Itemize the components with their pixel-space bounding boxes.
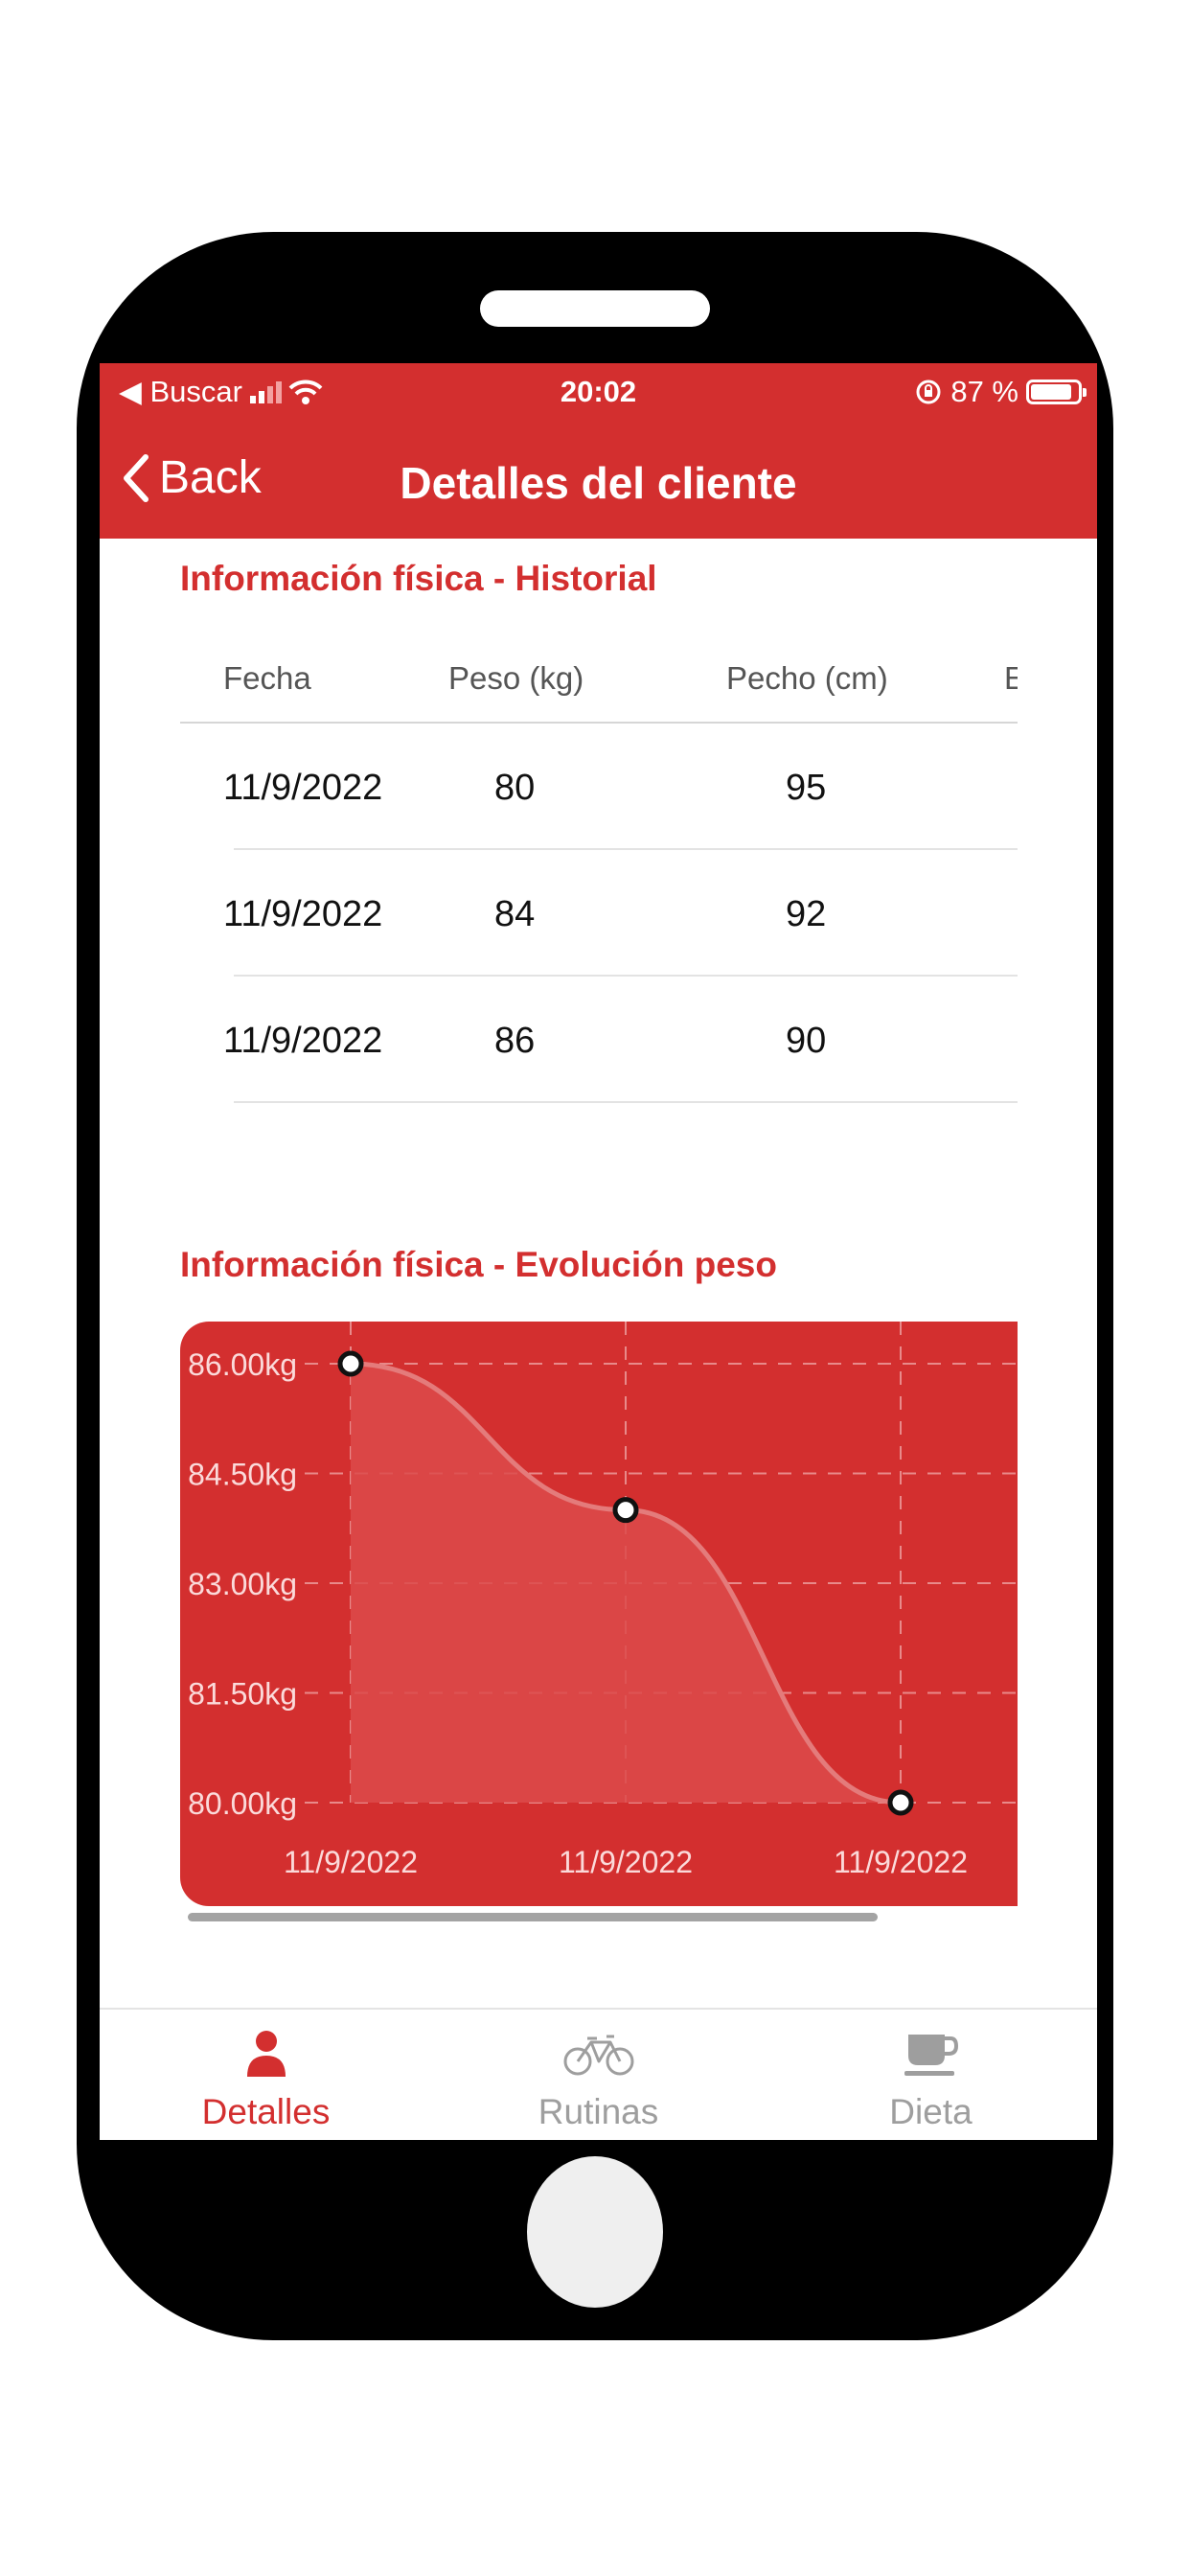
battery-icon xyxy=(1026,380,1087,404)
cell-pecho: 90 xyxy=(786,1021,827,1061)
person-icon xyxy=(100,2029,432,2086)
navigation-bar: Back Detalles del cliente xyxy=(100,430,1097,539)
home-button[interactable] xyxy=(527,2156,663,2308)
bicycle-icon xyxy=(432,2029,765,2086)
cell-peso: 86 xyxy=(494,1021,536,1061)
tab-rutinas[interactable]: Rutinas xyxy=(432,2010,765,2140)
weight-chart-svg: 86.00kg 84.50kg 83.00kg 81.50kg 80.00kg 11/9/… xyxy=(180,1322,1018,1906)
chart-x-tick-label: 11/9/2022 xyxy=(834,1845,968,1879)
tab-bar: Detalles Rutinas Dieta xyxy=(100,2008,1097,2140)
chart-x-tick-label: 11/9/2022 xyxy=(559,1845,693,1879)
chart-y-tick-label: 83.00kg xyxy=(188,1567,297,1601)
app-screen: ◀ Buscar 20:02 xyxy=(100,363,1097,2140)
wifi-icon xyxy=(288,380,323,404)
history-table[interactable]: Fecha Peso (kg) Pecho (cm) E 11/9/2022 8… xyxy=(180,622,1018,1111)
signal-icon xyxy=(249,381,282,403)
cell-pecho: 92 xyxy=(786,894,827,934)
phone-speaker xyxy=(480,290,710,327)
table-row[interactable]: 11/9/2022 80 95 xyxy=(180,724,1018,850)
row-divider xyxy=(234,1101,1018,1103)
history-section-title: Información física - Historial xyxy=(180,559,657,598)
cell-peso: 80 xyxy=(494,768,536,808)
table-header: Fecha Peso (kg) Pecho (cm) E xyxy=(180,622,1018,724)
evolution-section-title: Información física - Evolución peso xyxy=(180,1245,777,1284)
chart-data-point xyxy=(887,1789,914,1816)
row-divider xyxy=(234,975,1018,977)
chart-series-line xyxy=(350,1361,902,1806)
cell-fecha: 11/9/2022 xyxy=(223,894,383,934)
column-header-fecha: Fecha xyxy=(223,660,311,696)
chart-y-tick-label: 80.00kg xyxy=(188,1786,297,1821)
tab-dieta[interactable]: Dieta xyxy=(765,2010,1097,2140)
chart-y-tick-label: 81.50kg xyxy=(188,1677,297,1712)
horizontal-scroll-indicator[interactable] xyxy=(188,1913,878,1921)
chart-area-fill xyxy=(351,1364,901,1803)
status-time: 20:02 xyxy=(560,375,637,408)
table-row[interactable]: 11/9/2022 84 92 xyxy=(180,850,1018,977)
column-header-peso: Peso (kg) xyxy=(448,660,584,696)
tab-label: Detalles xyxy=(201,2092,331,2131)
back-button-label: Back xyxy=(159,452,262,503)
chart-y-tick-label: 84.50kg xyxy=(188,1458,297,1492)
tab-label: Dieta xyxy=(889,2092,973,2131)
status-bar: ◀ Buscar 20:02 xyxy=(100,363,1097,430)
page-title: Detalles del cliente xyxy=(400,458,797,508)
table-row[interactable]: 11/9/2022 86 90 xyxy=(180,977,1018,1103)
cell-pecho: 95 xyxy=(786,768,827,808)
column-header-pecho: Pecho (cm) xyxy=(726,660,888,696)
chart-x-tick-label: 11/9/2022 xyxy=(284,1845,418,1879)
row-divider xyxy=(234,848,1018,850)
status-right: 87 % xyxy=(914,375,1087,409)
chart-data-point xyxy=(612,1497,639,1524)
cell-fecha: 11/9/2022 xyxy=(223,1021,383,1061)
column-header-truncated: E xyxy=(1004,660,1018,696)
coffee-cup-icon xyxy=(765,2029,1097,2086)
back-to-app-label[interactable]: ◀ Buscar xyxy=(119,375,242,408)
chart-data-point xyxy=(337,1350,364,1377)
weight-chart[interactable]: 86.00kg 84.50kg 83.00kg 81.50kg 80.00kg 11/9/… xyxy=(180,1322,1018,1906)
orientation-lock-icon xyxy=(916,380,941,404)
chart-y-tick-label: 86.00kg xyxy=(188,1347,297,1382)
tab-detalles[interactable]: Detalles xyxy=(100,2010,432,2140)
battery-percent: 87 % xyxy=(950,375,1018,408)
status-left[interactable]: ◀ Buscar xyxy=(119,375,323,409)
cell-fecha: 11/9/2022 xyxy=(223,768,383,808)
back-button[interactable]: Back xyxy=(121,451,262,504)
chevron-left-icon xyxy=(124,453,149,502)
cell-peso: 84 xyxy=(494,894,536,934)
app-header: ◀ Buscar 20:02 xyxy=(100,363,1097,539)
tab-label: Rutinas xyxy=(538,2092,659,2131)
